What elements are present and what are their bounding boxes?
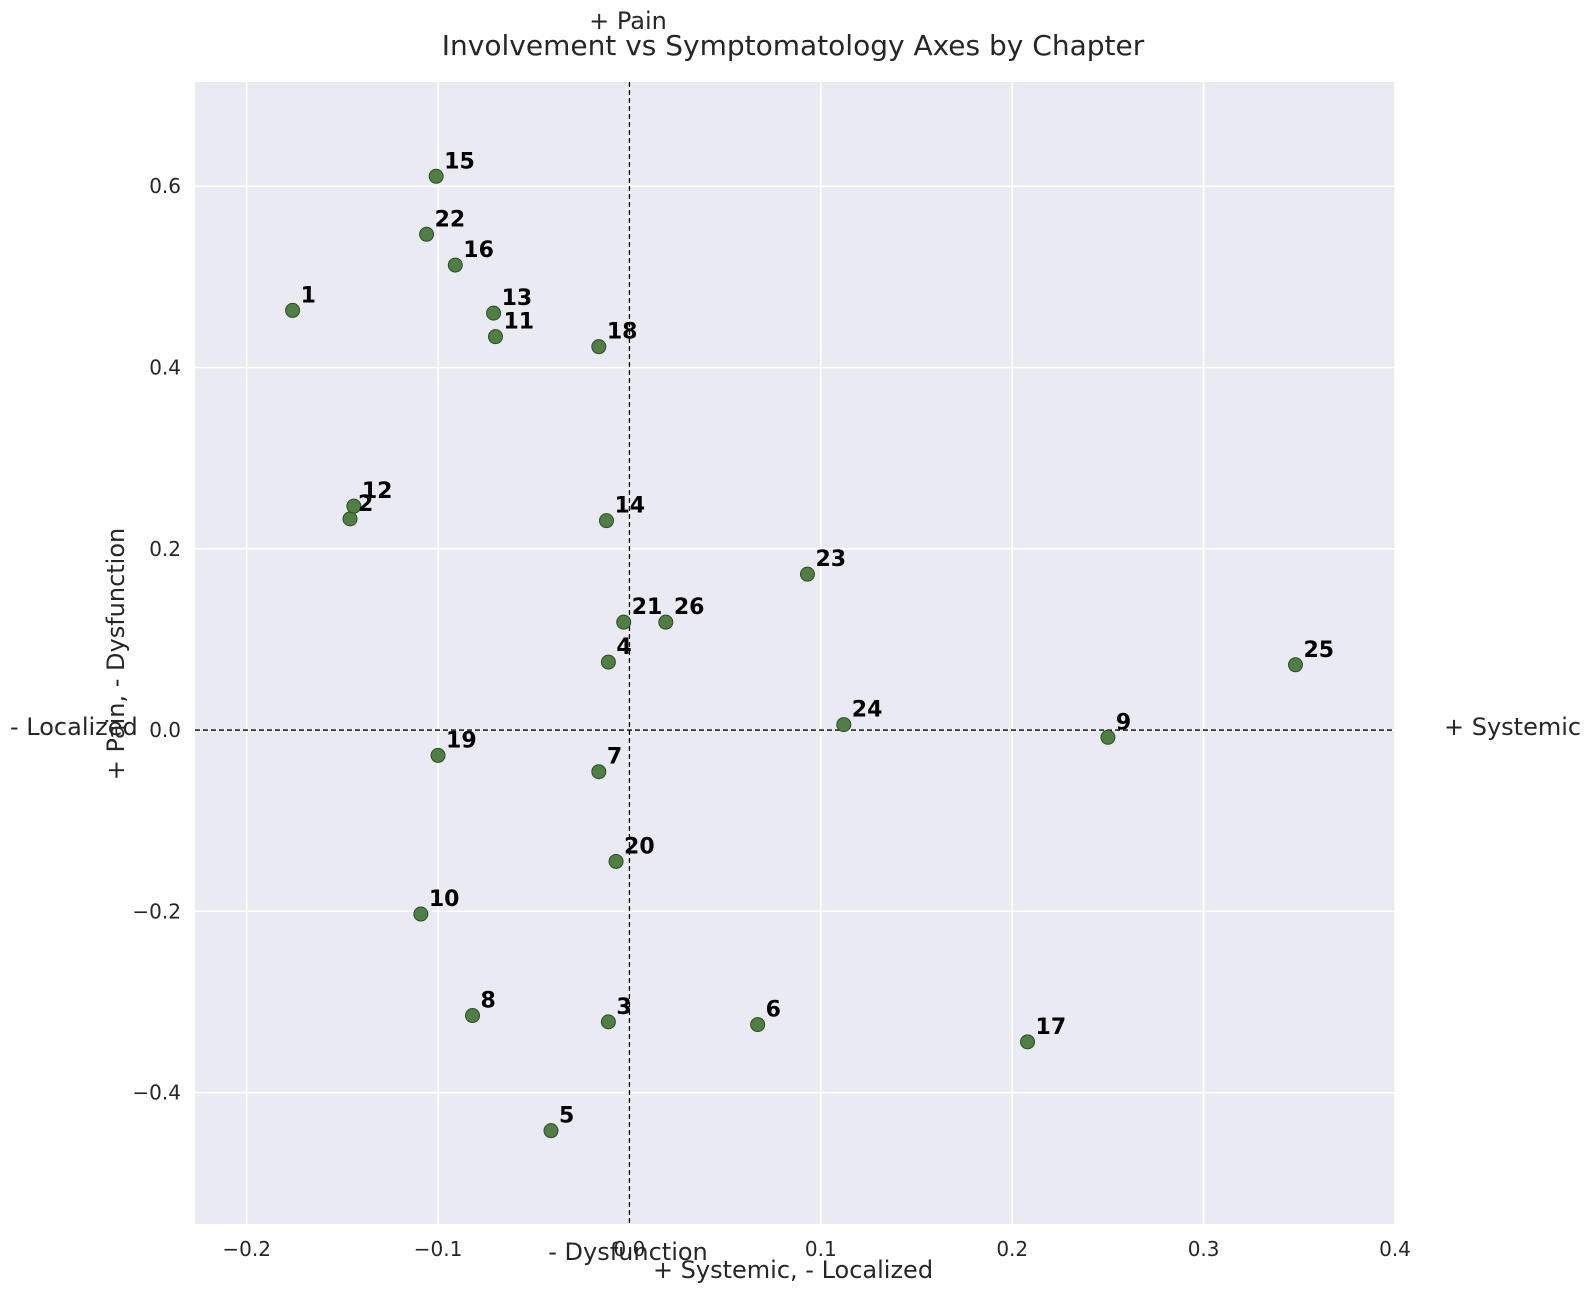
data-point-6 bbox=[750, 1017, 766, 1033]
tick-labels: −0.2 −0.1 0.0 0.1 0.2 0.3 0.4 −0.4 −0.2 0.0 0.2 0.4… bbox=[132, 174, 1410, 1261]
point-label-10: 10 bbox=[429, 887, 460, 912]
x-tick-label: 0.1 bbox=[805, 1237, 837, 1261]
data-point-21 bbox=[616, 614, 632, 630]
point-label-21: 21 bbox=[632, 595, 663, 620]
plot-background bbox=[195, 82, 1395, 1224]
data-point-16 bbox=[447, 257, 463, 273]
direction-label-bottom: - Dysfunction bbox=[548, 1238, 708, 1266]
point-label-5: 5 bbox=[559, 1104, 574, 1129]
data-point-20 bbox=[608, 853, 624, 869]
point-label-16: 16 bbox=[463, 238, 494, 263]
y-tick-label: −0.2 bbox=[132, 899, 181, 923]
x-tick-label: −0.1 bbox=[414, 1237, 463, 1261]
x-tick-label: −0.2 bbox=[222, 1237, 271, 1261]
data-point-18 bbox=[591, 339, 607, 355]
point-label-23: 23 bbox=[815, 547, 846, 572]
data-point-10 bbox=[413, 906, 429, 922]
point-label-22: 22 bbox=[435, 207, 466, 232]
point-label-20: 20 bbox=[624, 834, 655, 859]
data-point-2 bbox=[342, 511, 358, 527]
point-label-9: 9 bbox=[1116, 710, 1131, 735]
point-label-3: 3 bbox=[616, 995, 631, 1020]
data-point-25 bbox=[1287, 657, 1303, 673]
y-tick-label: 0.2 bbox=[149, 537, 181, 561]
point-label-18: 18 bbox=[607, 320, 638, 345]
point-label-13: 13 bbox=[502, 286, 533, 311]
point-label-14: 14 bbox=[614, 494, 645, 519]
point-label-1: 1 bbox=[301, 283, 316, 308]
point-label-25: 25 bbox=[1303, 638, 1334, 663]
point-label-19: 19 bbox=[446, 728, 477, 753]
x-tick-label: 0.0 bbox=[614, 1237, 646, 1261]
data-point-23 bbox=[799, 566, 815, 582]
data-point-14 bbox=[598, 513, 614, 529]
data-point-3 bbox=[600, 1014, 616, 1030]
data-point-19 bbox=[430, 747, 446, 763]
point-label-12: 12 bbox=[362, 479, 393, 504]
point-label-26: 26 bbox=[674, 595, 705, 620]
point-label-8: 8 bbox=[481, 989, 496, 1014]
point-label-2: 2 bbox=[358, 492, 373, 517]
point-labels: 1234567891011121314151617181920212223242… bbox=[301, 149, 1334, 1128]
point-label-11: 11 bbox=[503, 310, 534, 335]
y-axis-label: + Pain, - Dysfunction bbox=[102, 528, 130, 781]
direction-label-top: + Pain bbox=[589, 7, 667, 35]
data-point-8 bbox=[465, 1008, 481, 1024]
data-point-13 bbox=[486, 305, 502, 321]
chart-title: Involvement vs Symptomatology Axes by Ch… bbox=[442, 29, 1145, 62]
data-point-15 bbox=[428, 168, 444, 184]
data-point-24 bbox=[836, 717, 852, 733]
reference-lines bbox=[195, 82, 1395, 1224]
data-point-7 bbox=[591, 764, 607, 780]
data-points bbox=[285, 168, 1303, 1139]
y-tick-label: 0.4 bbox=[149, 356, 181, 380]
point-label-6: 6 bbox=[766, 998, 781, 1023]
point-label-4: 4 bbox=[616, 635, 631, 660]
data-point-4 bbox=[600, 654, 616, 670]
point-label-24: 24 bbox=[852, 698, 883, 723]
y-tick-label: 0.0 bbox=[149, 718, 181, 742]
direction-label-right: + Systemic bbox=[1444, 713, 1581, 741]
x-tick-label: 0.4 bbox=[1379, 1237, 1411, 1261]
data-point-26 bbox=[658, 614, 674, 630]
data-point-12 bbox=[346, 498, 362, 514]
y-tick-label: 0.6 bbox=[149, 174, 181, 198]
data-point-1 bbox=[285, 302, 301, 318]
data-point-9 bbox=[1100, 729, 1116, 745]
x-tick-label: 0.2 bbox=[996, 1237, 1028, 1261]
data-point-11 bbox=[487, 329, 503, 345]
data-point-17 bbox=[1020, 1034, 1036, 1050]
y-tick-label: −0.4 bbox=[132, 1081, 181, 1105]
data-point-22 bbox=[419, 226, 435, 242]
point-label-7: 7 bbox=[607, 745, 622, 770]
point-label-17: 17 bbox=[1036, 1015, 1067, 1040]
direction-label-left: - Localized bbox=[10, 713, 138, 741]
x-tick-label: 0.3 bbox=[1188, 1237, 1220, 1261]
point-label-15: 15 bbox=[444, 149, 475, 174]
x-axis-label: + Systemic, - Localized bbox=[653, 1256, 933, 1284]
data-point-5 bbox=[543, 1123, 559, 1139]
